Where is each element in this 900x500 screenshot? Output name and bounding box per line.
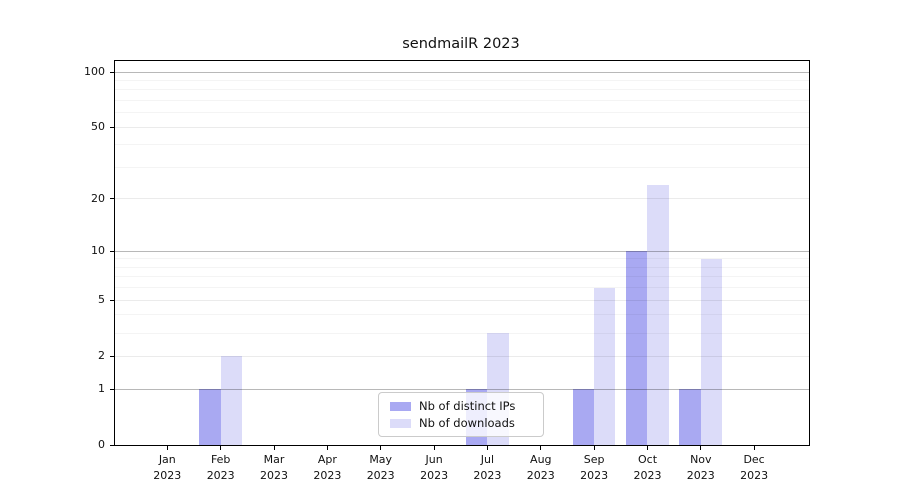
x-tick-month: Jun (425, 453, 443, 466)
gridline-y-30 (115, 167, 809, 168)
x-tick-jun (433, 446, 435, 450)
x-tick-jul (486, 446, 488, 450)
x-tick-year: 2023 (473, 468, 502, 482)
bar-downloads-feb (220, 356, 243, 445)
x-tick-year: 2023 (420, 468, 449, 482)
y-tick-label-20: 20 (91, 191, 105, 205)
x-tick-month: Mar (263, 453, 285, 466)
x-tick-year: 2023 (686, 468, 715, 482)
bar-distinct-ips-nov (679, 389, 701, 445)
legend-swatch-distinct-ips (390, 401, 411, 411)
x-tick-feb (220, 446, 222, 450)
x-tick-year: 2023 (526, 468, 555, 482)
x-tick-label-may: May 2023 (349, 452, 413, 483)
x-tick-label-jun: Jun 2023 (402, 452, 466, 483)
x-tick-label-jul: Jul 2023 (455, 452, 519, 483)
x-tick-label-jan: Jan 2023 (135, 452, 199, 483)
gridline-y-40 (115, 144, 809, 146)
bar-downloads-sep (594, 287, 616, 445)
bar-distinct-ips-oct (626, 251, 648, 445)
y-tick-label-5: 5 (98, 293, 105, 307)
y-tick-5 (110, 299, 115, 301)
y-tick-10 (110, 250, 115, 252)
x-tick-aug (540, 446, 542, 450)
x-tick-month: Jan (158, 453, 176, 466)
x-tick-month: Jul (480, 453, 495, 466)
x-tick-label-apr: Apr 2023 (295, 452, 359, 483)
bar-distinct-ips-sep (572, 389, 595, 445)
x-tick-label-mar: Mar 2023 (242, 452, 306, 483)
plot-area: 0 1 2 5 10 20 50 100 Jan 2023 Feb 2023 Mar 2023 Apr 202… (84, 60, 810, 482)
y-tick-1 (110, 388, 115, 390)
legend: Nb of distinct IPs Nb of downloads (378, 392, 544, 437)
x-tick-may (380, 446, 382, 450)
x-tick-year: 2023 (580, 468, 609, 482)
y-tick-label-50: 50 (91, 120, 105, 134)
legend-label-distinct-ips: Nb of distinct IPs (419, 399, 516, 413)
y-tick-20 (110, 198, 115, 200)
y-tick-label-0: 0 (98, 438, 105, 451)
y-tick-100 (110, 71, 115, 73)
x-tick-year: 2023 (260, 468, 288, 482)
legend-swatch-downloads (390, 418, 411, 428)
x-tick-month: Dec (743, 453, 765, 466)
x-tick-sep (593, 446, 595, 450)
bar-downloads-oct (647, 184, 669, 445)
x-tick-month: Nov (690, 453, 712, 466)
y-tick-50 (110, 126, 115, 128)
legend-label-downloads: Nb of downloads (419, 416, 515, 430)
x-tick-year: 2023 (153, 468, 182, 482)
gridline-y-70 (115, 100, 809, 101)
bar-distinct-ips-feb (199, 389, 221, 445)
x-tick-year: 2023 (206, 468, 235, 482)
x-tick-dec (753, 446, 755, 450)
x-tick-month: Aug (530, 453, 552, 466)
gridline-y-10 (115, 250, 809, 252)
x-tick-mar (273, 446, 275, 450)
gridline-y-100 (115, 71, 809, 73)
x-tick-month: Feb (210, 453, 231, 466)
x-tick-month: Apr (317, 453, 337, 466)
gridline-y-60 (115, 112, 809, 114)
chart-title: sendmailR 2023 (402, 36, 520, 52)
x-tick-oct (647, 446, 648, 450)
gridline-y-50 (115, 126, 809, 128)
x-tick-month: Oct (637, 453, 658, 466)
x-tick-label-feb: Feb 2023 (189, 452, 253, 483)
x-tick-year: 2023 (313, 468, 342, 482)
x-tick-nov (700, 446, 702, 450)
legend-row-distinct-ips: Nb of distinct IPs (390, 399, 543, 413)
y-tick-0 (110, 444, 115, 446)
x-tick-jan (166, 446, 168, 450)
bar-downloads-nov (700, 258, 723, 445)
gridline-y-20 (115, 198, 809, 200)
y-tick-label-10: 10 (91, 244, 105, 258)
y-tick-label-2: 2 (98, 349, 105, 363)
y-tick-label-100: 100 (84, 64, 105, 78)
x-tick-label-nov: Nov 2023 (669, 452, 733, 483)
x-tick-year: 2023 (633, 468, 662, 482)
x-tick-label-oct: Oct 2023 (616, 452, 680, 483)
x-tick-label-sep: Sep 2023 (562, 452, 626, 483)
y-tick-2 (110, 355, 115, 357)
x-tick-label-aug: Aug 2023 (509, 452, 573, 483)
gridline-y-90 (115, 79, 809, 81)
gridline-y-80 (115, 89, 809, 91)
x-tick-year: 2023 (366, 468, 395, 482)
x-tick-apr (326, 446, 328, 450)
legend-row-downloads: Nb of downloads (390, 416, 543, 430)
x-tick-month: May (369, 453, 393, 466)
x-tick-label-dec: Dec 2023 (722, 452, 786, 483)
y-tick-label-1: 1 (98, 381, 105, 395)
x-tick-year: 2023 (740, 468, 769, 482)
x-tick-month: Sep (583, 453, 605, 466)
